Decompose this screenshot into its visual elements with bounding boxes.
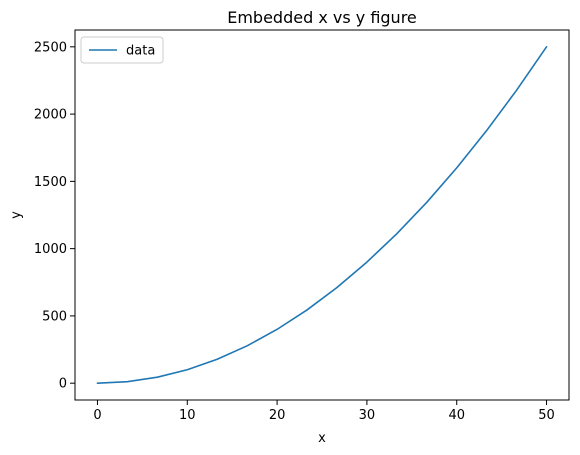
legend: data (80, 36, 164, 64)
legend-box (80, 36, 164, 64)
y-tick-label: 2500 (34, 40, 67, 55)
legend-label: data (126, 44, 155, 59)
series-line-data (96, 46, 548, 384)
x-tick-label: 10 (179, 408, 196, 423)
x-tick-label: 20 (269, 408, 286, 423)
x-tick-label: 50 (538, 408, 555, 423)
chart-title: Embedded x vs y figure (227, 8, 417, 27)
y-tick-label: 0 (59, 377, 67, 392)
y-tick-label: 500 (42, 309, 67, 324)
x-axis-label: x (318, 431, 326, 446)
y-tick-label: 2000 (34, 108, 67, 123)
x-tick-label: 40 (448, 408, 465, 423)
x-tick-label: 30 (359, 408, 376, 423)
y-axis-label: y (9, 211, 24, 219)
axes-frame (74, 29, 570, 401)
y-tick-label: 1500 (34, 175, 67, 190)
plot-layer (96, 46, 548, 384)
x-tick-label: 0 (93, 408, 101, 423)
y-tick-label: 1000 (34, 242, 67, 257)
